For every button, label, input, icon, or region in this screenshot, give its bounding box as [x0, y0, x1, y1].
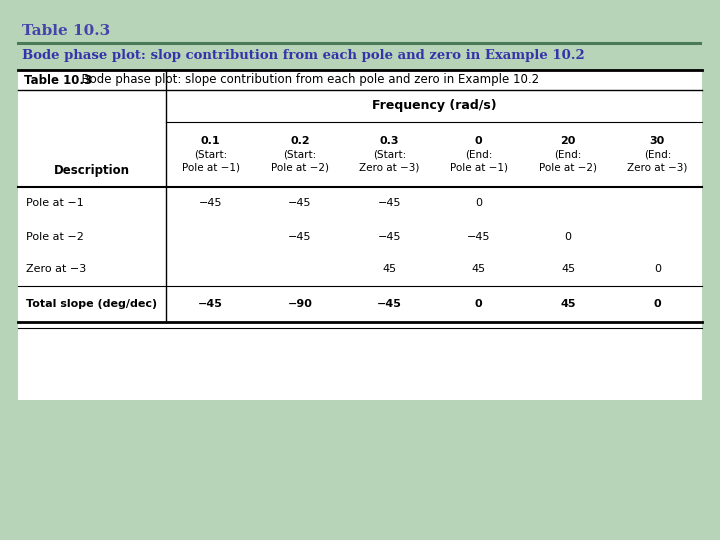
Text: Bode phase plot: slop contribution from each pole and zero in Example 10.2: Bode phase plot: slop contribution from … [22, 49, 585, 62]
Text: −45: −45 [198, 299, 223, 309]
Text: Zero at −3): Zero at −3) [627, 163, 688, 172]
Text: 0: 0 [475, 137, 482, 146]
Text: Bode phase plot: slope contribution from each pole and zero in Example 10.2: Bode phase plot: slope contribution from… [74, 73, 539, 86]
Text: Pole at −1): Pole at −1) [181, 163, 240, 172]
Text: 0.1: 0.1 [201, 137, 220, 146]
Text: 0: 0 [475, 299, 482, 309]
Text: Table 10.3: Table 10.3 [22, 24, 110, 38]
Text: −90: −90 [287, 299, 312, 309]
Text: 0.2: 0.2 [290, 137, 310, 146]
Text: 45: 45 [472, 265, 486, 274]
Text: 0: 0 [475, 199, 482, 208]
Text: −45: −45 [377, 232, 401, 241]
Text: Pole at −2): Pole at −2) [539, 163, 597, 172]
Text: (Start:: (Start: [284, 150, 317, 159]
Text: 30: 30 [649, 137, 665, 146]
Text: Pole at −1): Pole at −1) [450, 163, 508, 172]
Text: (End:: (End: [554, 150, 582, 159]
Text: −45: −45 [288, 199, 312, 208]
Text: Pole at −2): Pole at −2) [271, 163, 329, 172]
Text: Pole at −2: Pole at −2 [26, 232, 84, 241]
Text: −45: −45 [288, 232, 312, 241]
Text: 0: 0 [564, 232, 572, 241]
Text: 45: 45 [561, 265, 575, 274]
Text: 45: 45 [560, 299, 576, 309]
Text: Frequency (rad/s): Frequency (rad/s) [372, 99, 496, 112]
Text: (Start:: (Start: [373, 150, 406, 159]
Text: −45: −45 [199, 199, 222, 208]
Text: (End:: (End: [644, 150, 671, 159]
Text: −45: −45 [467, 232, 490, 241]
Text: 45: 45 [382, 265, 397, 274]
Text: Zero at −3): Zero at −3) [359, 163, 420, 172]
Text: Table 10.3: Table 10.3 [24, 73, 92, 86]
Text: (Start:: (Start: [194, 150, 228, 159]
Text: (End:: (End: [465, 150, 492, 159]
Text: 0: 0 [654, 265, 661, 274]
Text: Description: Description [54, 164, 130, 177]
Text: −45: −45 [377, 199, 401, 208]
Text: Pole at −1: Pole at −1 [26, 199, 84, 208]
Text: 20: 20 [560, 137, 576, 146]
FancyBboxPatch shape [18, 70, 702, 400]
Text: −45: −45 [377, 299, 402, 309]
Text: Total slope (deg/dec): Total slope (deg/dec) [26, 299, 157, 309]
Text: 0.3: 0.3 [379, 137, 399, 146]
Text: 0: 0 [654, 299, 661, 309]
Text: Zero at −3: Zero at −3 [26, 265, 86, 274]
